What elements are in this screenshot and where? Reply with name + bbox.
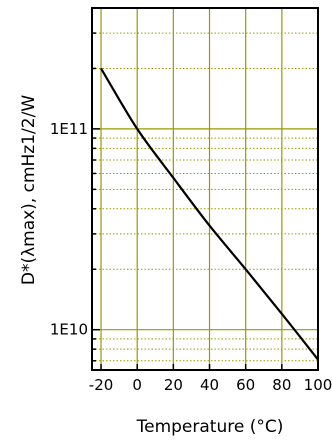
x-tick-label: 0 bbox=[132, 376, 142, 394]
x-tick-label: 100 bbox=[304, 376, 332, 394]
x-tick-labels: -20 0 20 40 60 80 100 bbox=[89, 376, 332, 394]
x-tick-label: 40 bbox=[200, 376, 219, 394]
series-line bbox=[100, 67, 319, 361]
x-tick-label: 80 bbox=[272, 376, 291, 394]
y-tick-labels: 1E10 1E11 bbox=[50, 120, 88, 339]
y-tick-label: 1E11 bbox=[50, 120, 88, 138]
minor-gridlines bbox=[92, 7, 318, 362]
x-axis-label: Temperature (°C) bbox=[136, 417, 284, 437]
x-tick-label: 20 bbox=[164, 376, 183, 394]
tick-marks bbox=[92, 7, 319, 370]
y-tick-label: 1E10 bbox=[50, 321, 88, 339]
y-axis-label: D*(λmax), cmHz1/2/W bbox=[19, 95, 39, 285]
x-tick-label: 60 bbox=[236, 376, 255, 394]
x-tick-label: -20 bbox=[89, 376, 114, 394]
